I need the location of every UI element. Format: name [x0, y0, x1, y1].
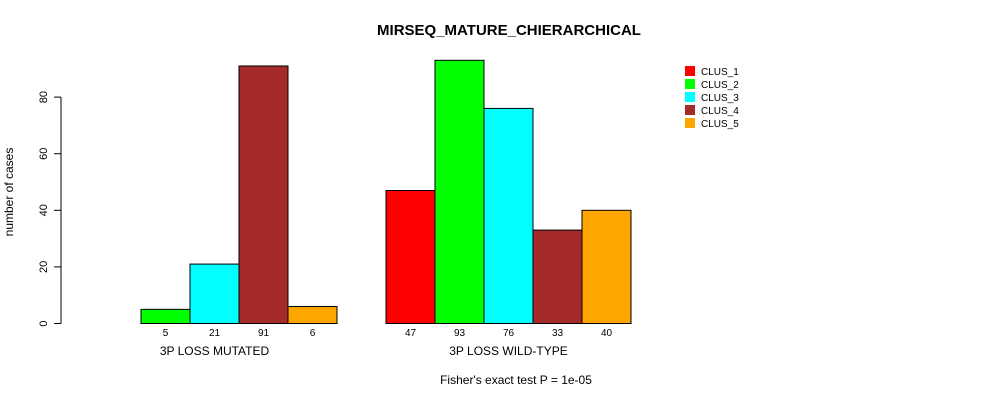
- y-tick-label: 40: [38, 204, 50, 216]
- group-label: 3P LOSS MUTATED: [160, 344, 270, 358]
- legend-swatch: [685, 79, 695, 89]
- footnote: Fisher's exact test P = 1e-05: [440, 373, 592, 387]
- bar-clus1-group2: [385, 189, 436, 324]
- legend-swatch: [685, 66, 695, 76]
- bar-clus2-group1: [140, 308, 191, 325]
- bar-value-label: 76: [503, 328, 515, 339]
- bar-clus5-group2: [581, 209, 632, 324]
- bar-value-label: 91: [258, 328, 270, 339]
- chart-title: MIRSEQ_MATURE_CHIERARCHICAL: [377, 22, 641, 39]
- group-label: 3P LOSS WILD-TYPE: [449, 344, 567, 358]
- bar-value-label: 6: [310, 328, 316, 339]
- legend-swatch: [685, 92, 695, 102]
- bar-clus2-group2: [434, 59, 485, 325]
- y-tick-label: 80: [38, 91, 50, 103]
- bar-clus4-group1: [238, 65, 289, 324]
- legend-label: CLUS_1: [701, 67, 739, 78]
- legend-swatch: [685, 118, 695, 128]
- bar-value-label: 5: [163, 328, 169, 339]
- bar-value-label: 33: [552, 328, 564, 339]
- legend-label: CLUS_2: [701, 80, 739, 91]
- legend-label: CLUS_5: [701, 119, 739, 130]
- y-axis-label: number of cases: [2, 148, 16, 237]
- legend-label: CLUS_4: [701, 106, 739, 117]
- bar-clus5-group1: [287, 306, 338, 324]
- y-tick-label: 20: [38, 261, 50, 273]
- y-tick-label: 0: [38, 320, 50, 326]
- bar-value-label: 40: [601, 328, 613, 339]
- bar-clus3-group2: [483, 107, 534, 324]
- bar-value-label: 47: [405, 328, 417, 339]
- legend-swatch: [685, 105, 695, 115]
- bar-value-label: 21: [209, 328, 221, 339]
- bar-clus4-group2: [532, 229, 583, 324]
- y-tick-label: 60: [38, 148, 50, 160]
- legend-label: CLUS_3: [701, 93, 739, 104]
- bar-clus3-group1: [189, 263, 240, 325]
- bar-value-label: 93: [454, 328, 466, 339]
